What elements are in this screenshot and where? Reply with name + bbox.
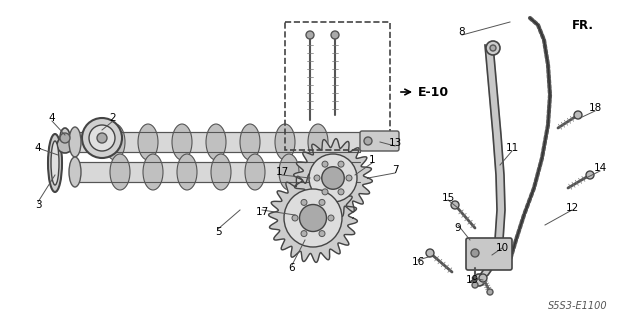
Circle shape — [322, 189, 328, 195]
Bar — [75, 132, 360, 152]
Text: S5S3-E1100: S5S3-E1100 — [548, 301, 607, 311]
Text: 7: 7 — [392, 165, 398, 175]
Text: 3: 3 — [35, 200, 42, 210]
Polygon shape — [294, 139, 372, 217]
Circle shape — [89, 125, 115, 151]
Circle shape — [473, 274, 485, 286]
Text: 1: 1 — [369, 155, 375, 165]
Ellipse shape — [138, 124, 158, 160]
FancyBboxPatch shape — [466, 238, 512, 270]
Ellipse shape — [172, 124, 192, 160]
Ellipse shape — [69, 157, 81, 187]
Text: 4: 4 — [35, 143, 42, 153]
Circle shape — [472, 282, 478, 288]
Text: 14: 14 — [593, 163, 607, 173]
Ellipse shape — [105, 124, 125, 160]
Ellipse shape — [110, 154, 130, 190]
Ellipse shape — [143, 154, 163, 190]
Text: 13: 13 — [388, 138, 402, 148]
Circle shape — [314, 175, 320, 181]
Circle shape — [301, 231, 307, 237]
Bar — [75, 162, 360, 182]
Ellipse shape — [245, 154, 265, 190]
Circle shape — [328, 215, 334, 221]
Circle shape — [346, 175, 352, 181]
Ellipse shape — [211, 154, 231, 190]
Circle shape — [338, 161, 344, 167]
Text: 12: 12 — [565, 203, 579, 213]
Circle shape — [574, 111, 582, 119]
Circle shape — [57, 137, 73, 153]
Circle shape — [292, 215, 298, 221]
Circle shape — [284, 189, 342, 247]
Ellipse shape — [51, 141, 59, 185]
Circle shape — [487, 289, 493, 295]
Ellipse shape — [69, 127, 81, 157]
Text: 19: 19 — [465, 275, 479, 285]
Text: 11: 11 — [506, 143, 518, 153]
Circle shape — [479, 274, 487, 282]
Circle shape — [338, 189, 344, 195]
Text: 18: 18 — [588, 103, 602, 113]
Polygon shape — [269, 174, 357, 263]
Ellipse shape — [279, 154, 299, 190]
Circle shape — [322, 167, 344, 189]
Ellipse shape — [60, 128, 70, 148]
Circle shape — [60, 133, 70, 143]
Circle shape — [82, 118, 122, 158]
Text: 6: 6 — [289, 263, 295, 273]
Ellipse shape — [308, 124, 328, 160]
Circle shape — [97, 133, 107, 143]
Circle shape — [426, 249, 434, 257]
Circle shape — [331, 31, 339, 39]
Text: 17: 17 — [275, 167, 289, 177]
Text: FR.: FR. — [572, 19, 594, 32]
Circle shape — [306, 31, 314, 39]
Ellipse shape — [312, 154, 332, 190]
FancyBboxPatch shape — [360, 131, 399, 151]
Ellipse shape — [177, 154, 197, 190]
Text: 16: 16 — [412, 257, 424, 267]
Text: 2: 2 — [109, 113, 116, 123]
Bar — [285, 22, 390, 150]
Text: 8: 8 — [459, 27, 465, 37]
Circle shape — [301, 199, 307, 205]
Text: 5: 5 — [214, 227, 221, 237]
Ellipse shape — [240, 124, 260, 160]
Text: 4: 4 — [49, 113, 55, 123]
Text: 17: 17 — [255, 207, 269, 217]
Ellipse shape — [206, 124, 226, 160]
Text: 15: 15 — [442, 193, 454, 203]
Text: E-10: E-10 — [418, 85, 449, 99]
Circle shape — [309, 154, 357, 202]
Circle shape — [486, 41, 500, 55]
Text: 9: 9 — [454, 223, 461, 233]
Circle shape — [451, 201, 459, 209]
Circle shape — [364, 137, 372, 145]
Polygon shape — [470, 45, 505, 282]
Circle shape — [300, 204, 326, 232]
Circle shape — [490, 45, 496, 51]
Text: 10: 10 — [495, 243, 509, 253]
Circle shape — [319, 199, 325, 205]
Ellipse shape — [275, 124, 295, 160]
Circle shape — [322, 161, 328, 167]
Circle shape — [586, 171, 594, 179]
Ellipse shape — [48, 134, 62, 192]
Circle shape — [319, 231, 325, 237]
Circle shape — [471, 249, 479, 257]
